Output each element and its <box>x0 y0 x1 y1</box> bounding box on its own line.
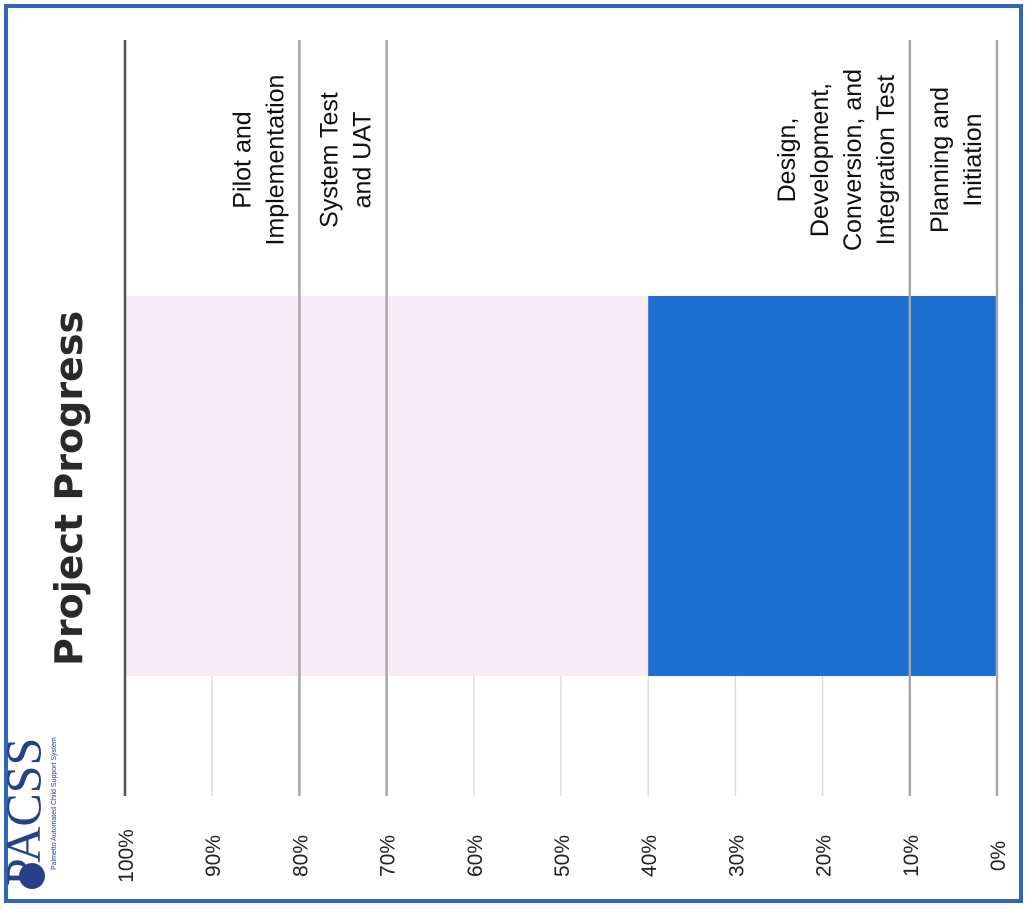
tick-text: 50% <box>551 835 574 877</box>
tick-label-6: 60% <box>464 835 487 877</box>
phase-label-1: Design, Development, Conversion, and Integr… <box>773 69 900 251</box>
tick-text: 100% <box>115 829 138 883</box>
tick-text: 40% <box>638 835 661 877</box>
tick-label-9: 90% <box>202 835 225 877</box>
gridlines <box>124 676 998 796</box>
tick-text: 10% <box>900 835 923 877</box>
progress-bar <box>125 296 997 676</box>
tick-label-1: 10% <box>900 835 923 877</box>
phase-label-line: Initiation <box>959 113 987 206</box>
phase-label-line: and UAT <box>349 112 377 209</box>
completed-segment <box>648 296 997 676</box>
logo-letters: PACSS <box>0 738 51 886</box>
phase-label-line: Integration Test <box>872 75 900 246</box>
phase-label-line: Implementation <box>261 75 289 246</box>
chart-title: Project Progress <box>47 311 91 666</box>
tick-label-10: 100% <box>115 829 138 883</box>
phase-label-0: Planning and Initiation <box>926 87 987 233</box>
phase-label-3: Pilot and Implementation <box>228 75 289 246</box>
phase-label-line: System Test <box>316 92 344 228</box>
tick-text: 60% <box>464 835 487 877</box>
phase-labels: Planning and Initiation Design, Development… <box>228 69 987 251</box>
logo-tagline: Palmetto Automated Child Support System <box>51 737 58 870</box>
tick-label-0: 0% <box>987 841 1010 871</box>
tick-text: 90% <box>202 835 225 877</box>
tick-label-2: 20% <box>813 835 836 877</box>
phase-label-line: Pilot and <box>228 111 256 208</box>
phase-lines <box>298 40 999 796</box>
tick-text: 30% <box>725 835 748 877</box>
phase-label-line: Planning and <box>926 87 954 233</box>
tick-text: 80% <box>289 835 312 877</box>
tick-label-5: 50% <box>551 835 574 877</box>
tick-text: 0% <box>987 841 1010 871</box>
tick-label-4: 40% <box>638 835 661 877</box>
phase-label-line: Conversion, and <box>839 69 867 251</box>
phase-label-line: Development, <box>806 83 834 237</box>
logo-seal-icon <box>19 863 45 889</box>
tick-label-3: 30% <box>725 835 748 877</box>
tick-label-8: 80% <box>289 835 312 877</box>
phase-label-2: System Test and UAT <box>316 92 377 228</box>
pacss-logo: PACSS Palmetto Automated Child Support S… <box>0 737 58 889</box>
tick-text: 70% <box>377 835 400 877</box>
tick-labels: 0% 10% 20% 30% 40% 50% 60% 70% 80% 90% 100% <box>115 829 1010 883</box>
tick-text: 20% <box>813 835 836 877</box>
phase-label-line: Design, <box>773 118 801 203</box>
tick-label-7: 70% <box>377 835 400 877</box>
